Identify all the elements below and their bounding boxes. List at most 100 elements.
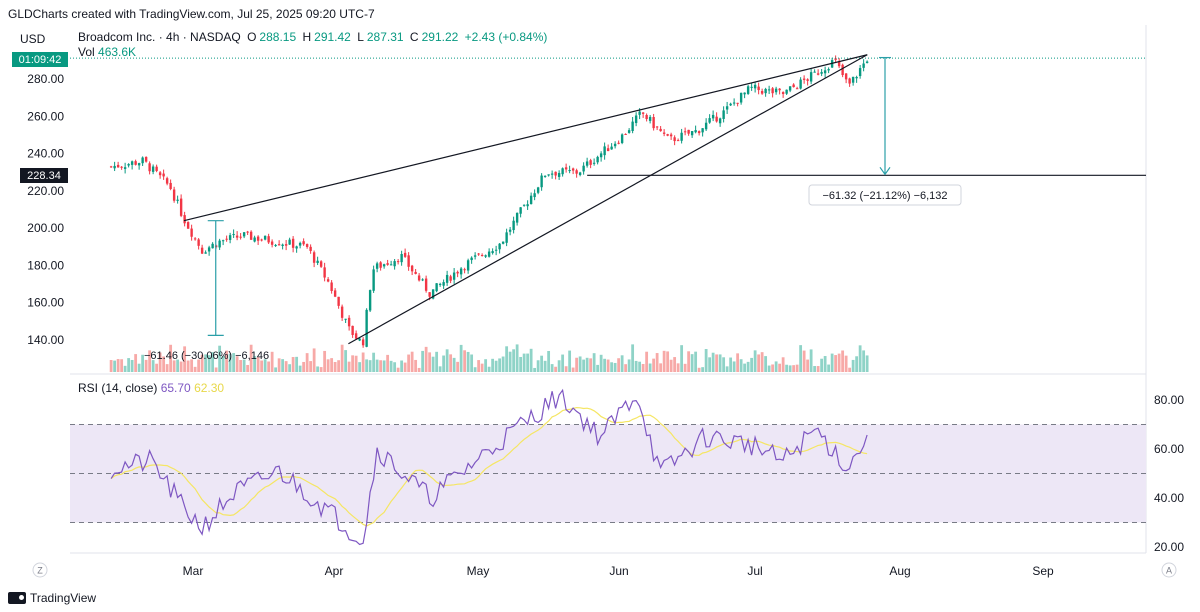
volume-bar: [606, 359, 610, 372]
volume-bar: [228, 353, 232, 372]
candle-body: [655, 126, 659, 128]
volume-bar: [711, 352, 715, 372]
volume-bar: [687, 351, 691, 372]
volume-bar: [428, 352, 432, 372]
candle-body: [239, 236, 242, 238]
time-axis[interactable]: Mar Apr May Jun Jul Aug Sep: [183, 564, 1054, 578]
volume-bar: [445, 349, 449, 372]
candle-body: [522, 204, 526, 206]
volume-bar: [438, 366, 442, 372]
candle-body: [673, 137, 676, 142]
volume-bar: [452, 357, 456, 372]
volume-bar: [344, 350, 348, 372]
volume-bar: [480, 363, 484, 372]
candle-body: [204, 252, 207, 254]
rsi-name[interactable]: RSI (14, close): [78, 381, 158, 395]
low-value: 287.31: [366, 30, 404, 44]
volume-bar: [862, 350, 866, 372]
countdown-text: 01:09:42: [19, 54, 62, 66]
volume-bar: [494, 360, 498, 372]
volume-bar: [267, 361, 271, 372]
drawings[interactable]: [70, 54, 1146, 345]
volume-bar: [403, 362, 407, 372]
volume-bar: [508, 351, 512, 372]
volume-bar: [456, 361, 460, 372]
candle-body: [750, 86, 753, 88]
volume-bar: [739, 359, 743, 372]
volume-bar: [683, 363, 687, 372]
rsi-line: [110, 388, 868, 546]
candle-body: [288, 239, 291, 245]
price-tick-label: 220.00: [27, 184, 64, 198]
candle-body: [158, 172, 162, 176]
volume-bar: [169, 344, 173, 372]
candle-body: [767, 89, 771, 91]
volume-bar: [386, 354, 390, 372]
candle-body: [284, 244, 288, 246]
volume-bar: [116, 359, 120, 372]
candle-body: [505, 232, 508, 243]
candle-body: [561, 168, 564, 175]
volume-bar: [547, 350, 551, 372]
candle-body: [396, 261, 400, 263]
volume-bar: [351, 355, 355, 372]
volume-bar: [561, 354, 565, 372]
candle-body: [116, 164, 120, 168]
candle-body: [445, 274, 449, 283]
volume-bar: [358, 362, 362, 372]
candle-body: [176, 199, 179, 201]
auto-scale-button[interactable]: A: [1161, 562, 1177, 578]
candle-body: [519, 207, 522, 214]
volume-bar: [148, 350, 152, 372]
volume-bar: [487, 366, 491, 372]
candle-body: [487, 251, 491, 257]
symbol-name[interactable]: Broadcom Inc. · 4h · NASDAQ: [78, 30, 241, 44]
high-value: 291.42: [314, 30, 351, 44]
candle-body: [844, 73, 848, 80]
volume-bar: [361, 352, 365, 372]
volume-bar: [613, 362, 617, 372]
upper-measure-label[interactable]: −61.32 (−21.12%) −6,132: [808, 184, 962, 206]
price-marker-tag: 228.34: [20, 168, 68, 183]
volume-bar: [865, 355, 869, 372]
volume-bar: [753, 350, 757, 372]
volume-bar: [571, 367, 575, 372]
candle-body: [746, 86, 750, 94]
candle-body: [669, 134, 673, 137]
candle-body: [452, 272, 456, 280]
countdown-tag: 01:09:42: [12, 52, 68, 67]
candle-body: [848, 78, 851, 84]
volume-bar: [834, 355, 838, 372]
candle-body: [550, 173, 554, 175]
volume-bar: [596, 364, 600, 372]
volume-bar: [666, 351, 670, 372]
candle-body: [169, 182, 172, 189]
candle-body: [148, 163, 151, 172]
price-tick-label: 280.00: [27, 72, 64, 86]
price-tick-label: 260.00: [27, 109, 64, 123]
volume-bar: [785, 364, 789, 372]
volume-bar: [218, 345, 222, 372]
price-tick-label: 160.00: [27, 296, 64, 310]
volume-bar: [186, 360, 190, 372]
volume-bar: [750, 357, 754, 372]
price-axis[interactable]: 280.00 260.00 240.00 220.00 200.00 180.00 160.…: [27, 72, 64, 347]
volume-bar: [312, 348, 316, 372]
volume-bar: [715, 354, 719, 372]
close-value: 291.22: [421, 30, 459, 44]
volume-bar: [638, 361, 642, 372]
time-tick-label: Aug: [889, 564, 910, 578]
volume-bar: [851, 359, 855, 372]
volume-bar: [337, 360, 341, 372]
candle-body: [792, 84, 795, 88]
candle-body: [414, 271, 417, 274]
candle-body: [799, 79, 802, 89]
candle-body: [431, 289, 435, 299]
zoom-button[interactable]: Z: [32, 562, 48, 578]
volume-bar: [298, 365, 302, 372]
candle-body: [543, 175, 547, 177]
candle-body: [708, 118, 711, 123]
volume-bar: [802, 350, 806, 372]
candle-body: [827, 69, 830, 71]
